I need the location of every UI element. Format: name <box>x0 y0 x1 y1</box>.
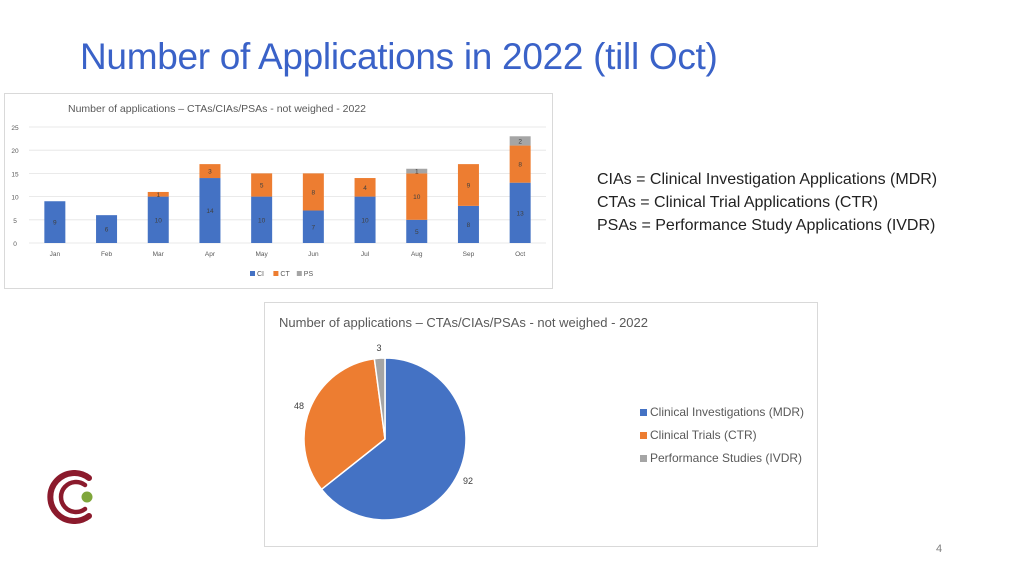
bar-chart: Number of applications – CTAs/CIAs/PSAs … <box>4 93 553 289</box>
bar-x-tick-label: Mar <box>153 251 165 258</box>
pie-legend-swatch <box>640 455 647 462</box>
bar-data-label: 3 <box>208 169 212 176</box>
legend-label-ps: PS <box>304 271 314 278</box>
bar-data-label: 9 <box>53 220 57 227</box>
bar-x-tick-label: Apr <box>205 251 216 258</box>
legend-swatch-ci <box>250 271 255 276</box>
bar-segment-ci <box>147 196 169 243</box>
bar-data-label: 14 <box>206 208 214 215</box>
bar-y-tick-label: 25 <box>11 125 19 132</box>
bar-segment-ci <box>354 196 376 243</box>
bar-segment-ct <box>509 145 531 183</box>
pie-legend-swatch <box>640 409 647 416</box>
bar-segment-ci <box>44 201 66 243</box>
bar-segment-ct <box>406 173 428 220</box>
bar-segment-ct <box>251 173 273 197</box>
pie-chart-title: Number of applications – CTAs/CIAs/PSAs … <box>279 315 648 330</box>
pie-legend-swatch <box>640 432 647 439</box>
pie-legend-label: Performance Studies (IVDR) <box>650 451 802 465</box>
bar-x-tick-label: Jun <box>308 251 319 258</box>
pie-data-label: 92 <box>463 476 473 486</box>
page-number: 4 <box>936 543 943 555</box>
pie-slice <box>303 357 386 491</box>
bar-x-tick-label: Sep <box>463 251 475 258</box>
bar-data-label: 1 <box>415 169 419 176</box>
pie-legend-label: Clinical Trials (CTR) <box>650 428 757 442</box>
bar-x-tick-label: Jan <box>50 251 61 258</box>
pie-slice <box>320 357 467 521</box>
bar-data-label: 1 <box>156 192 160 199</box>
bar-segment-ct <box>199 164 221 179</box>
legend-label-ct: CT <box>280 271 290 278</box>
bar-data-label: 8 <box>518 162 522 169</box>
bar-data-label: 10 <box>361 217 369 224</box>
pie-legend-label: Clinical Investigations (MDR) <box>650 405 804 419</box>
definition-cias: CIAs = Clinical Investigation Applicatio… <box>597 171 938 188</box>
legend-label-ci: CI <box>257 271 264 278</box>
bar-segment-ps <box>406 168 428 174</box>
pie-chart-svg: Number of applications – CTAs/CIAs/PSAs … <box>279 315 804 521</box>
bar-y-tick-label: 5 <box>13 218 17 225</box>
bar-segment-ps <box>509 136 531 146</box>
bar-segment-ci <box>96 215 118 243</box>
bar-y-tick-label: 0 <box>13 241 17 248</box>
bar-data-label: 2 <box>518 138 522 145</box>
bar-segment-ct <box>302 173 324 211</box>
bar-segment-ct <box>147 191 169 197</box>
legend-swatch-ct <box>273 271 279 276</box>
bar-x-tick-label: May <box>256 251 269 258</box>
pie-chart: Number of applications – CTAs/CIAs/PSAs … <box>264 302 818 547</box>
slide-title: Number of Applications in 2022 (till Oct… <box>80 36 718 77</box>
bar-y-tick-label: 20 <box>11 148 19 155</box>
bar-data-label: 13 <box>517 210 525 217</box>
bar-segment-ci <box>302 210 324 243</box>
bar-segment-ci <box>509 182 531 243</box>
pie-data-label: 3 <box>376 343 381 353</box>
bar-data-label: 9 <box>467 183 471 190</box>
bar-data-label: 10 <box>258 217 266 224</box>
bar-data-label: 8 <box>312 189 316 196</box>
bar-chart-title: Number of applications – CTAs/CIAs/PSAs … <box>68 103 366 115</box>
pie-data-label: 48 <box>294 401 304 411</box>
definition-psas: PSAs = Performance Study Applications (I… <box>597 217 936 234</box>
bar-x-tick-label: Aug <box>411 251 423 258</box>
definition-ctas: CTAs = Clinical Trial Applications (CTR) <box>597 194 879 211</box>
organization-logo <box>47 470 93 524</box>
abbreviation-definitions: CIAs = Clinical Investigation Applicatio… <box>597 168 937 237</box>
bar-segment-ct <box>354 178 376 197</box>
bar-segment-ci <box>406 219 428 243</box>
bar-x-tick-label: Feb <box>101 251 113 258</box>
bar-y-tick-label: 15 <box>11 171 19 178</box>
bar-x-tick-label: Oct <box>515 251 525 258</box>
bar-chart-svg: Number of applications – CTAs/CIAs/PSAs … <box>11 103 546 278</box>
bar-segment-ct <box>457 164 479 206</box>
bar-segment-ci <box>199 178 221 243</box>
legend-swatch-ps <box>296 271 302 276</box>
bar-y-tick-label: 10 <box>11 195 19 202</box>
bar-data-label: 10 <box>413 194 421 201</box>
bar-segment-ci <box>457 205 479 243</box>
bar-data-label: 6 <box>105 227 109 234</box>
bar-data-label: 5 <box>415 229 419 236</box>
bar-segment-ci <box>251 196 273 243</box>
bar-data-label: 4 <box>363 185 367 192</box>
bar-data-label: 5 <box>260 183 264 190</box>
bar-x-tick-label: Jul <box>361 251 370 258</box>
bar-data-label: 8 <box>467 222 471 229</box>
bar-data-label: 10 <box>155 217 163 224</box>
bar-data-label: 7 <box>312 224 316 231</box>
pie-slice <box>373 357 386 440</box>
